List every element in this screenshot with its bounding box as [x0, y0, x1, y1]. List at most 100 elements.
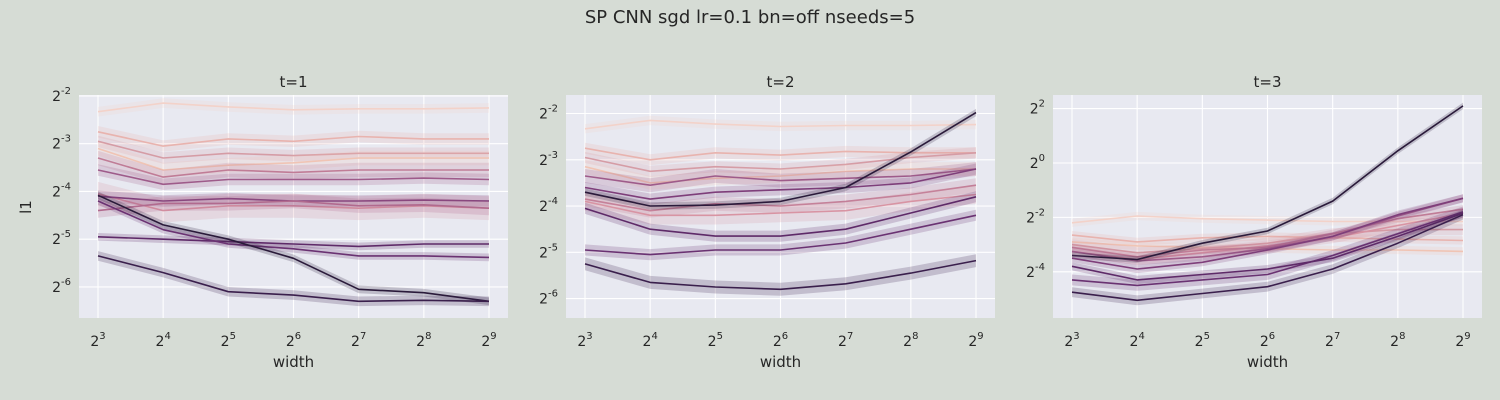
series-line: [1071, 197, 1464, 262]
x-tick-label: 28: [903, 331, 918, 350]
x-tick-label: 27: [838, 331, 853, 350]
series-line: [97, 157, 489, 178]
confidence-band: [585, 142, 976, 166]
confidence-band: [585, 115, 976, 134]
subplot-title: t=3: [1254, 73, 1282, 91]
y-tick-label: 2-3: [52, 134, 71, 153]
y-tick-label: 22: [1030, 99, 1045, 118]
x-tick-label: 25: [1195, 331, 1210, 350]
x-tick-label: 25: [708, 331, 723, 350]
series-line: [1071, 211, 1464, 287]
y-tick-label: 2-4: [52, 181, 71, 200]
series-line: [584, 152, 977, 173]
series-line: [1071, 105, 1464, 261]
y-tick-label: 20: [1030, 153, 1045, 172]
y-tick-label: 2-2: [539, 104, 558, 123]
series-line: [97, 102, 490, 113]
y-tick-label: 2-5: [52, 229, 71, 248]
confidence-band: [1072, 231, 1463, 246]
x-tick-label: 26: [286, 331, 301, 350]
x-tick-label: 29: [968, 331, 983, 350]
x-tick-label: 24: [156, 331, 171, 350]
confidence-band: [98, 98, 489, 117]
series-line: [97, 200, 490, 212]
y-tick-label: 2-3: [539, 150, 558, 169]
series-line: [584, 214, 977, 256]
series-line: [97, 131, 489, 147]
series-line: [97, 236, 489, 248]
x-axis-label: width: [760, 353, 801, 371]
figure-title: SP CNN sgd lr=0.1 bn=off nseeds=5: [585, 7, 915, 28]
series-line: [1071, 215, 1463, 224]
gridlines: [1053, 95, 1482, 318]
series-line: [584, 193, 977, 217]
series-line: [584, 184, 977, 212]
series-line: [584, 119, 977, 130]
confidence-band: [98, 181, 489, 223]
y-tick-label: 2-6: [539, 289, 558, 308]
y-tick-label: 2-2: [1026, 207, 1045, 226]
confidence-band: [98, 193, 489, 218]
series-line: [97, 194, 490, 303]
subplot-title: t=2: [767, 73, 795, 91]
series-line: [584, 111, 977, 207]
y-tick-label: 2-5: [539, 242, 558, 261]
confidence-band: [1072, 224, 1463, 259]
series-group: [97, 98, 490, 307]
confidence-band: [585, 209, 976, 261]
series-line: [97, 200, 490, 259]
series-line: [584, 168, 977, 186]
x-tick-label: 24: [1130, 331, 1145, 350]
y-axis-label: l1: [17, 200, 35, 214]
subplot-t3: t=3 23 24 25 26 27 28 29 2-4 2-2 20 22 width: [1026, 73, 1482, 371]
x-tick-label: 28: [416, 331, 431, 350]
series-line: [584, 168, 977, 200]
series-line: [584, 196, 977, 237]
x-tick-label: 29: [1455, 331, 1470, 350]
x-tick-label: 25: [221, 331, 236, 350]
series-line: [97, 193, 490, 212]
confidence-band: [585, 191, 976, 242]
x-tick-label: 29: [481, 331, 496, 350]
gridlines: [79, 95, 508, 318]
series-line: [97, 255, 490, 303]
x-axis-label: width: [1247, 353, 1288, 371]
x-tick-label: 24: [643, 331, 658, 350]
x-tick-label: 28: [1390, 331, 1405, 350]
series-line: [1071, 208, 1464, 258]
series-line: [97, 147, 489, 171]
gridlines: [566, 95, 995, 318]
confidence-band: [98, 135, 489, 164]
series-line: [1071, 212, 1464, 281]
y-tick-label: 2-6: [52, 277, 71, 296]
series-line: [1071, 234, 1464, 243]
x-tick-label: 27: [1325, 331, 1340, 350]
series-line: [1071, 228, 1463, 254]
x-tick-label: 23: [1064, 331, 1079, 350]
confidence-band: [98, 164, 489, 190]
confidence-band: [585, 159, 976, 190]
confidence-band: [585, 163, 976, 205]
series-group: [1071, 102, 1464, 306]
x-tick-label: 23: [577, 331, 592, 350]
subplot-title: t=1: [280, 73, 308, 91]
series-line: [1071, 197, 1464, 270]
x-tick-label: 26: [1260, 331, 1275, 350]
x-tick-label: 23: [90, 331, 105, 350]
x-tick-label: 27: [351, 331, 366, 350]
x-axis-label: width: [273, 353, 314, 371]
confidence-band: [585, 162, 976, 193]
series-line: [97, 140, 489, 159]
confidence-band: [98, 150, 489, 185]
subplot-t2: t=2 23 24 25 26 27 28 29 2-6 2-5 2-4 2-3 2-2 width: [539, 73, 995, 371]
series-line: [1071, 213, 1464, 302]
series-line: [584, 259, 977, 291]
subplot-t1: t=1 23 24 25 26 27 28 29 2-6 2-5 2-4 2-3 2-2 width l1: [17, 73, 508, 371]
y-tick-label: 2-4: [1026, 262, 1045, 281]
x-tick-label: 26: [773, 331, 788, 350]
series-line: [97, 169, 490, 186]
confidence-band: [98, 126, 489, 152]
confidence-band: [98, 191, 489, 306]
series-group: [584, 108, 977, 296]
